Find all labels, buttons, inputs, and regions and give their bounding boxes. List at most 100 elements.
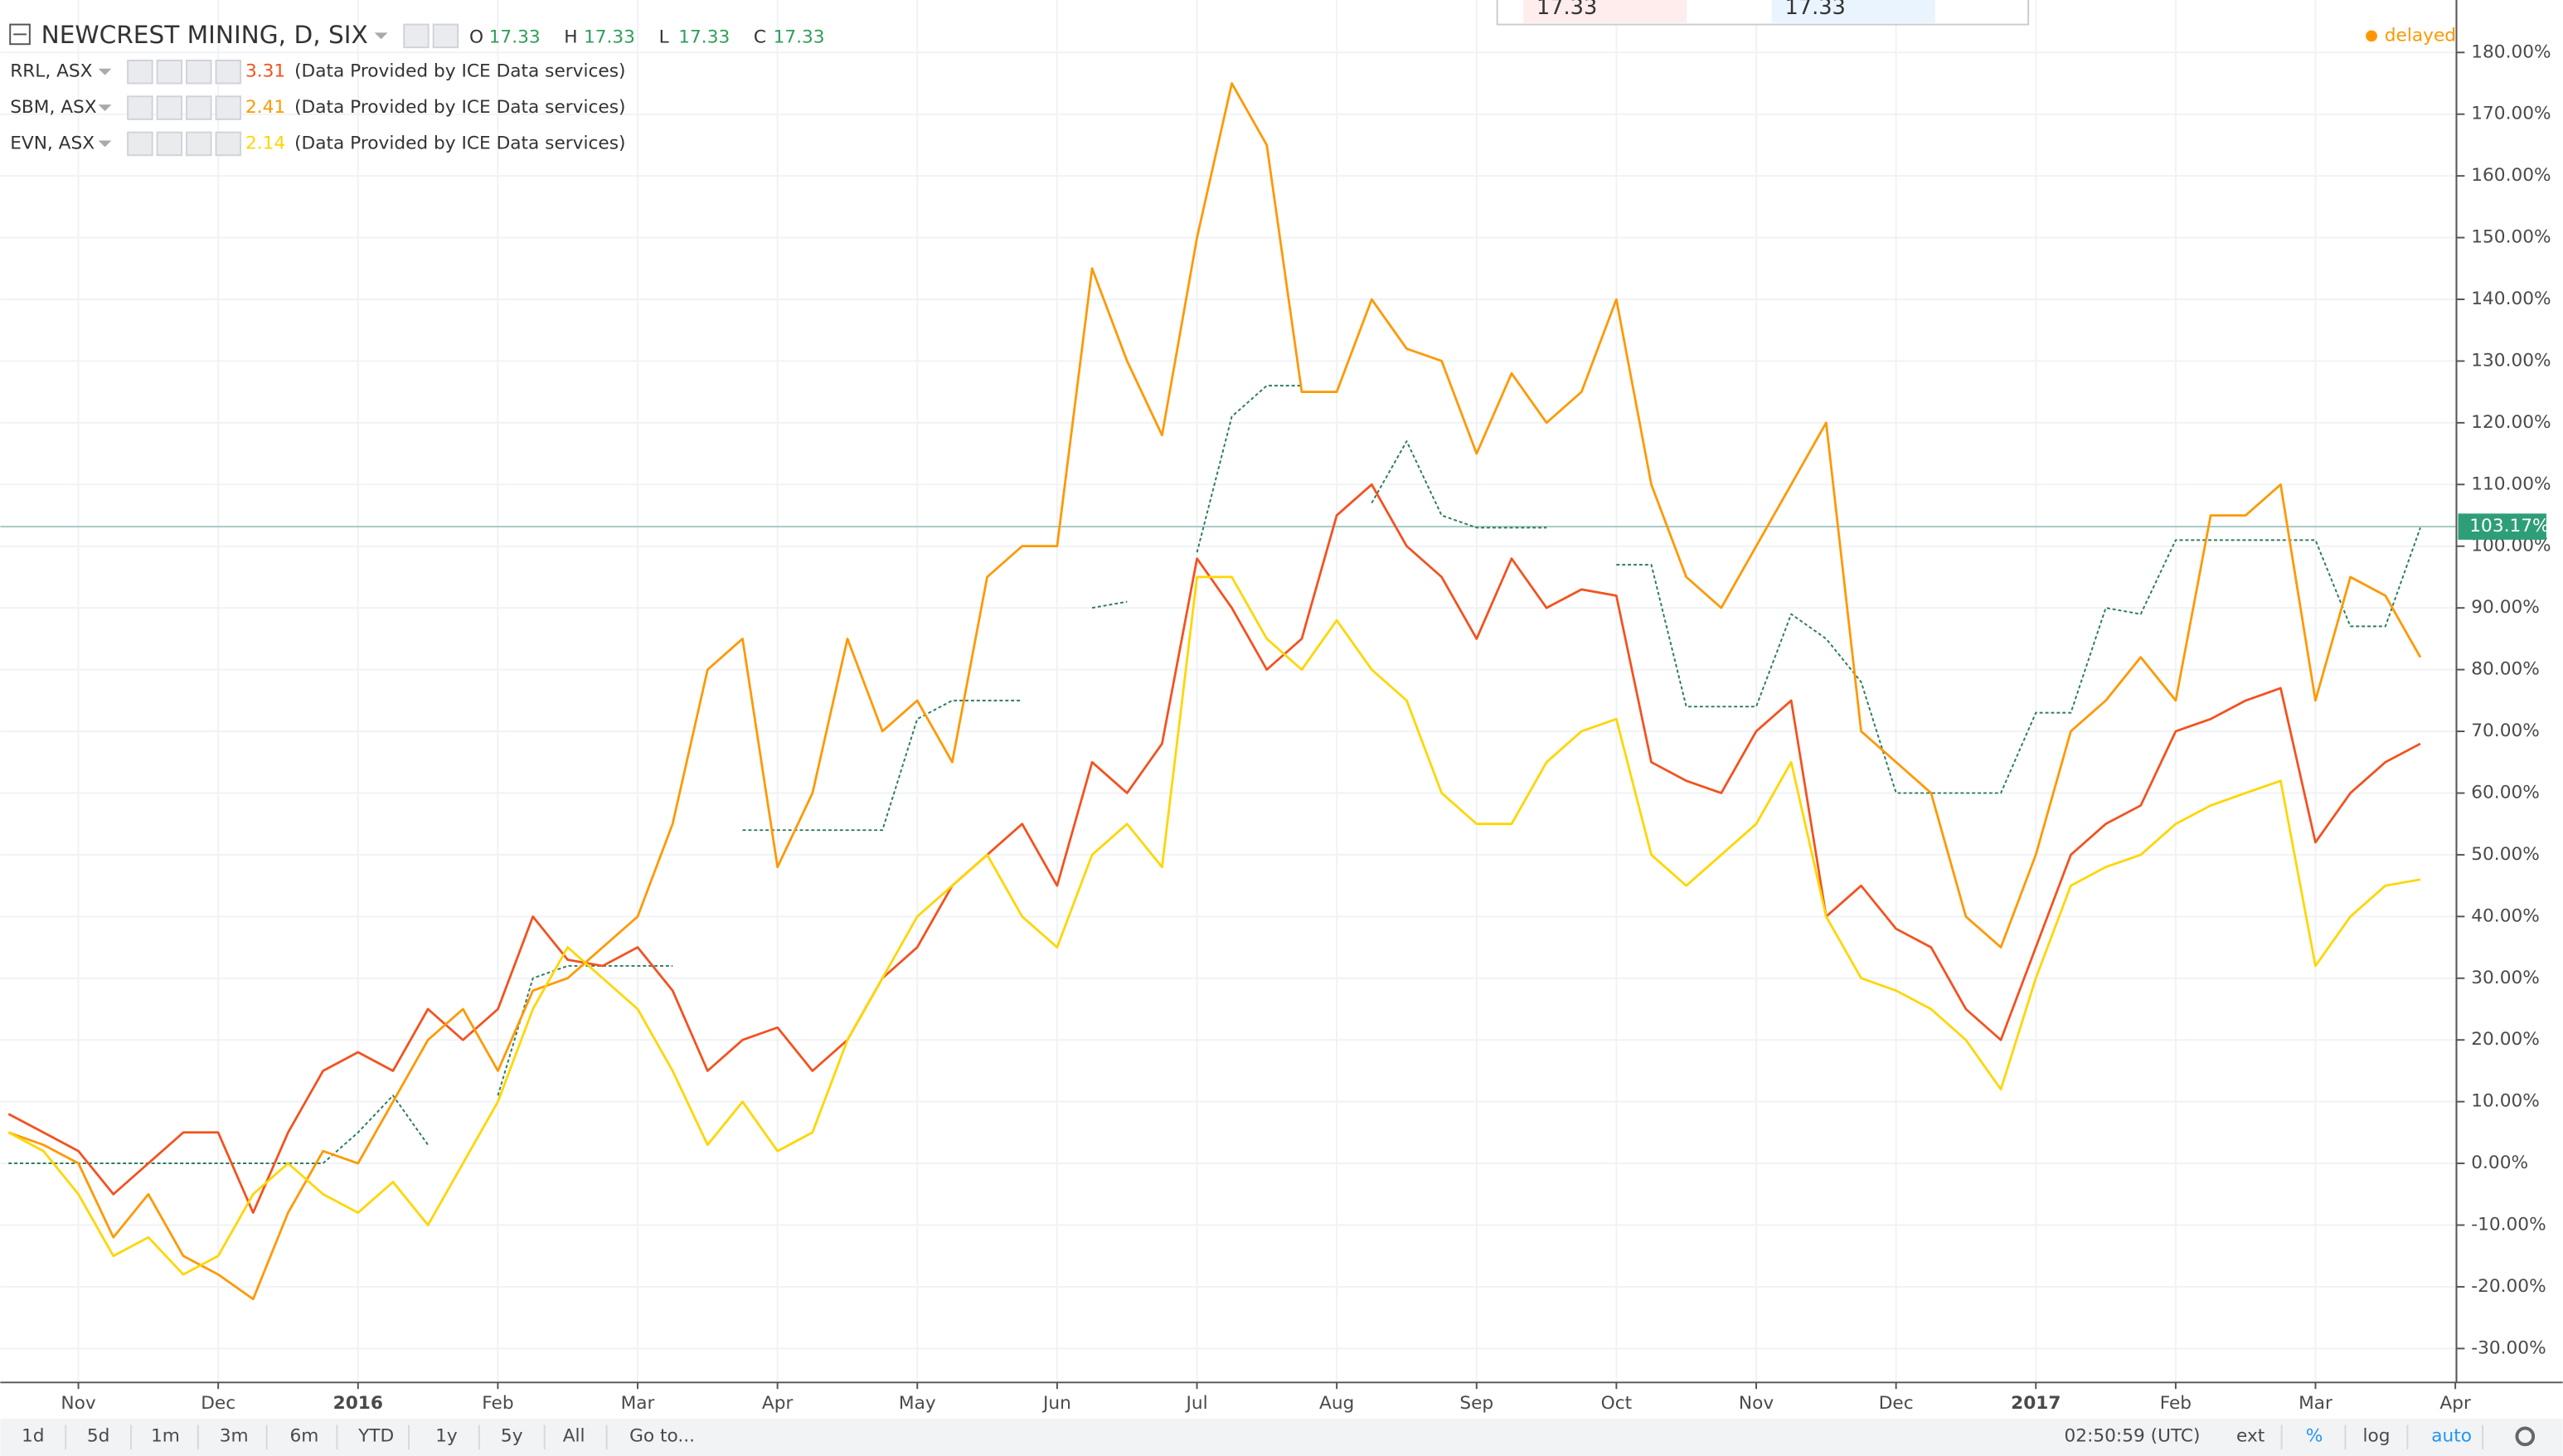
series-line xyxy=(8,385,2421,1165)
last-value-label: 103.17% xyxy=(2469,516,2549,536)
option-button[interactable]: auto xyxy=(2431,1425,2472,1446)
legend-source: (Data Provided by ICE Data services) xyxy=(294,97,625,118)
y-tick-label: 40.00% xyxy=(2471,905,2540,926)
y-tick-label: 0.00% xyxy=(2471,1153,2528,1173)
legend-icon[interactable] xyxy=(186,131,212,157)
range-button[interactable]: 3m xyxy=(220,1425,249,1446)
legend-icon[interactable] xyxy=(432,23,459,49)
x-tick-label: Nov xyxy=(61,1393,95,1414)
range-button[interactable]: 1y xyxy=(435,1425,458,1446)
y-tick-label: -30.00% xyxy=(2471,1337,2546,1358)
ohlc-value: 17.33 xyxy=(584,27,635,47)
ohlc-value: 17.33 xyxy=(774,27,825,47)
status: delayed xyxy=(2385,25,2456,46)
x-tick-label: Oct xyxy=(1601,1393,1632,1414)
legend-icon[interactable] xyxy=(127,59,153,85)
status-dot xyxy=(2366,30,2377,42)
legend-icon[interactable] xyxy=(127,131,153,157)
range-button[interactable]: 1d xyxy=(22,1425,45,1446)
legend-icon[interactable] xyxy=(127,95,153,120)
y-tick-label: 110.00% xyxy=(2471,473,2551,494)
ohlc-label: L xyxy=(659,27,669,47)
legend-icon[interactable] xyxy=(156,59,183,85)
y-tick-label: 90.00% xyxy=(2471,597,2540,618)
series-line xyxy=(7,575,2421,1276)
y-tick-label: 160.00% xyxy=(2471,165,2551,186)
dropdown[interactable] xyxy=(98,68,112,75)
x-tick-label: Jul xyxy=(1184,1393,1207,1414)
x-tick-label: 2017 xyxy=(2011,1393,2061,1414)
x-tick-label: May xyxy=(899,1393,936,1414)
goto-button[interactable]: Go to... xyxy=(629,1425,695,1446)
y-tick-label: 140.00% xyxy=(2471,289,2551,309)
y-tick-label: 180.00% xyxy=(2471,41,2551,62)
collapse-icon[interactable] xyxy=(9,23,31,46)
legend-source: (Data Provided by ICE Data services) xyxy=(294,133,625,153)
series-line xyxy=(7,82,2422,1301)
toolbar xyxy=(0,1418,2563,1456)
y-axis-panel xyxy=(2456,0,2563,1383)
legend: NEWCREST MINING, D, SIX O 17.33 H 17.33 L 17.3… xyxy=(9,21,825,157)
legend-title: NEWCREST MINING, D, SIX xyxy=(41,21,368,49)
y-tick-label: 60.00% xyxy=(2471,782,2540,803)
x-tick-label: Feb xyxy=(482,1393,513,1414)
legend-icon[interactable] xyxy=(215,95,242,120)
option-button[interactable]: log xyxy=(2362,1425,2390,1446)
x-tick-label: Dec xyxy=(1879,1393,1914,1414)
x-tick-label: Jun xyxy=(1041,1393,1071,1414)
x-tick-label: Sep xyxy=(1459,1393,1493,1414)
range-button[interactable]: 6m xyxy=(290,1425,319,1446)
settings-button[interactable] xyxy=(2515,1426,2536,1447)
y-tick-label: -10.00% xyxy=(2471,1215,2546,1235)
y-tick-label: 80.00% xyxy=(2471,659,2540,680)
ohlc-value: 17.33 xyxy=(489,27,541,47)
ohlc-label: O xyxy=(469,27,483,47)
legend-icon[interactable] xyxy=(156,95,183,120)
overlay-value: 17.33 xyxy=(1536,0,1597,20)
dropdown[interactable] xyxy=(98,104,112,112)
y-tick-label: 130.00% xyxy=(2471,350,2551,371)
x-tick-label: Feb xyxy=(2160,1393,2192,1414)
range-button[interactable]: 5y xyxy=(501,1425,523,1446)
y-tick-label: 170.00% xyxy=(2471,104,2551,124)
legend-icon[interactable] xyxy=(215,131,242,157)
legend-name: EVN, ASX xyxy=(10,133,95,153)
y-tick-label: 10.00% xyxy=(2471,1091,2540,1112)
ohlc-label: C xyxy=(754,27,766,47)
dropdown[interactable] xyxy=(374,32,388,40)
x-tick-label: Apr xyxy=(762,1393,794,1414)
range-button[interactable]: 5d xyxy=(87,1425,110,1446)
x-tick-label: Nov xyxy=(1739,1393,1774,1414)
series-line xyxy=(7,483,2421,1214)
axes: -30.00% -20.00% -10.00% 0.00% 10.00% 20.00% 30… xyxy=(61,41,2551,1414)
legend-last: 2.41 xyxy=(245,97,285,118)
legend-icon[interactable] xyxy=(186,95,212,120)
legend-name: SBM, ASX xyxy=(10,97,97,118)
range-button[interactable]: All xyxy=(563,1425,585,1446)
y-tick-label: 150.00% xyxy=(2471,227,2551,248)
overlay-value: 17.33 xyxy=(1785,0,1846,20)
legend-source: (Data Provided by ICE Data services) xyxy=(294,61,625,82)
legend-icon[interactable] xyxy=(186,59,212,85)
legend-icon[interactable] xyxy=(403,23,430,49)
legend-icon[interactable] xyxy=(156,131,183,157)
range-button[interactable]: YTD xyxy=(357,1425,394,1446)
y-tick-label: 70.00% xyxy=(2471,721,2540,741)
y-tick-label: 20.00% xyxy=(2471,1029,2540,1050)
option-button[interactable]: % xyxy=(2306,1425,2323,1446)
y-tick-label: 30.00% xyxy=(2471,968,2540,988)
x-tick-label: Dec xyxy=(201,1393,235,1414)
option-button[interactable]: ext xyxy=(2236,1425,2264,1446)
overlay-cell xyxy=(1771,0,1935,23)
y-tick-label: 50.00% xyxy=(2471,844,2540,865)
x-tick-label: Aug xyxy=(1319,1393,1354,1414)
legend-last: 3.31 xyxy=(245,61,285,82)
range-button[interactable]: 1m xyxy=(151,1425,180,1446)
ohlc-value: 17.33 xyxy=(678,27,730,47)
overlay-cell xyxy=(1523,0,1687,23)
legend-icon[interactable] xyxy=(215,59,242,85)
x-tick-label: Mar xyxy=(621,1393,655,1414)
dropdown[interactable] xyxy=(98,140,112,148)
